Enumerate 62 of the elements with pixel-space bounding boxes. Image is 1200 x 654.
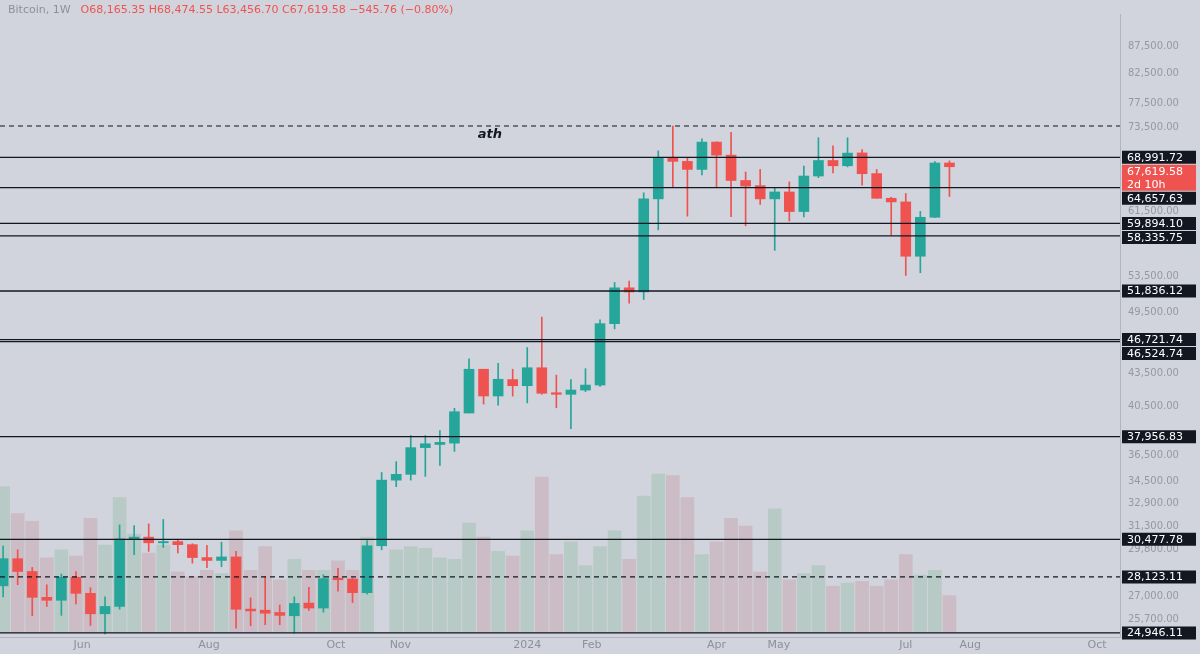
ref-line-label: 64,657.63 bbox=[1127, 191, 1183, 205]
candlestick bbox=[769, 187, 781, 251]
annotation: ath bbox=[477, 125, 502, 141]
y-tick-label: 34,500.00 bbox=[1128, 474, 1179, 486]
chart-title: Bitcoin, 1W bbox=[8, 3, 71, 16]
bar bbox=[491, 551, 505, 632]
ref-line-label: 37,956.83 bbox=[1127, 430, 1183, 444]
candlestick bbox=[434, 430, 446, 466]
candlestick bbox=[201, 545, 213, 568]
y-tick-label: 36,500.00 bbox=[1128, 448, 1179, 460]
candlestick bbox=[667, 125, 679, 189]
y-tick-label: 77,500.00 bbox=[1128, 96, 1179, 108]
y-tick-label: 27,000.00 bbox=[1128, 589, 1179, 601]
y-tick-label: 32,900.00 bbox=[1128, 497, 1179, 509]
bar bbox=[141, 552, 156, 632]
y-tick-label: 61,500.00 bbox=[1128, 204, 1179, 216]
x-tick-label: 2024 bbox=[513, 638, 542, 652]
y-tick-label: 43,500.00 bbox=[1128, 366, 1179, 378]
y-tick-label: 25,700.00 bbox=[1128, 612, 1179, 624]
y-tick-label: 73,500.00 bbox=[1128, 121, 1179, 133]
x-tick-label: Aug bbox=[959, 638, 981, 652]
text: 67,619.58 bbox=[1127, 164, 1183, 178]
ref-line-label: 51,836.12 bbox=[1127, 284, 1183, 298]
bar bbox=[942, 595, 957, 632]
candlestick bbox=[390, 461, 402, 487]
ref-line-label: 46,721.74 bbox=[1127, 332, 1183, 346]
bar bbox=[840, 582, 855, 632]
ref-line-label: 59,894.10 bbox=[1127, 216, 1183, 230]
bar bbox=[520, 530, 535, 632]
chart-subtitle: O68,165.35 H68,474.55 L63,456.70 C67,619.58 −545.76 (−0.80%) bbox=[80, 3, 454, 16]
bar bbox=[476, 536, 491, 632]
x-tick-label: May bbox=[767, 638, 791, 652]
candlestick bbox=[885, 196, 897, 236]
bar bbox=[826, 585, 840, 632]
y-tick-label: 87,500.00 bbox=[1128, 39, 1179, 51]
ref-line-label: 58,335.75 bbox=[1127, 230, 1183, 244]
candlestick bbox=[41, 584, 53, 607]
bar bbox=[767, 508, 782, 632]
x-tick-label: Apr bbox=[706, 638, 727, 652]
ref-line-label: 24,946.11 bbox=[1127, 626, 1183, 640]
x-tick-label: Nov bbox=[389, 638, 412, 652]
candlestick bbox=[157, 519, 169, 548]
text: 2d 10h bbox=[1127, 177, 1166, 191]
y-tick-label: 82,500.00 bbox=[1128, 67, 1179, 79]
ref-line-label: 28,123.11 bbox=[1127, 570, 1183, 584]
x-tick-label: Oct bbox=[326, 638, 347, 652]
candlestick bbox=[565, 379, 577, 430]
bar bbox=[505, 555, 520, 632]
ref-line-label: 68,991.72 bbox=[1127, 150, 1183, 164]
y-tick-label: 31,300.00 bbox=[1128, 520, 1179, 532]
bar bbox=[695, 554, 709, 632]
x-tick-label: Jul bbox=[898, 638, 913, 652]
x-tick-label: Jun bbox=[72, 638, 91, 652]
y-tick-label: 40,500.00 bbox=[1128, 399, 1179, 411]
y-tick-label: 49,500.00 bbox=[1128, 306, 1179, 318]
x-tick-label: Oct bbox=[1087, 638, 1108, 652]
bar bbox=[782, 579, 797, 632]
y-tick-label: 53,500.00 bbox=[1128, 269, 1179, 281]
x-tick-label: Feb bbox=[581, 638, 602, 652]
ref-line-label: 46,524.74 bbox=[1127, 346, 1183, 360]
bar bbox=[622, 558, 636, 632]
x-tick-label: Aug bbox=[198, 638, 220, 652]
